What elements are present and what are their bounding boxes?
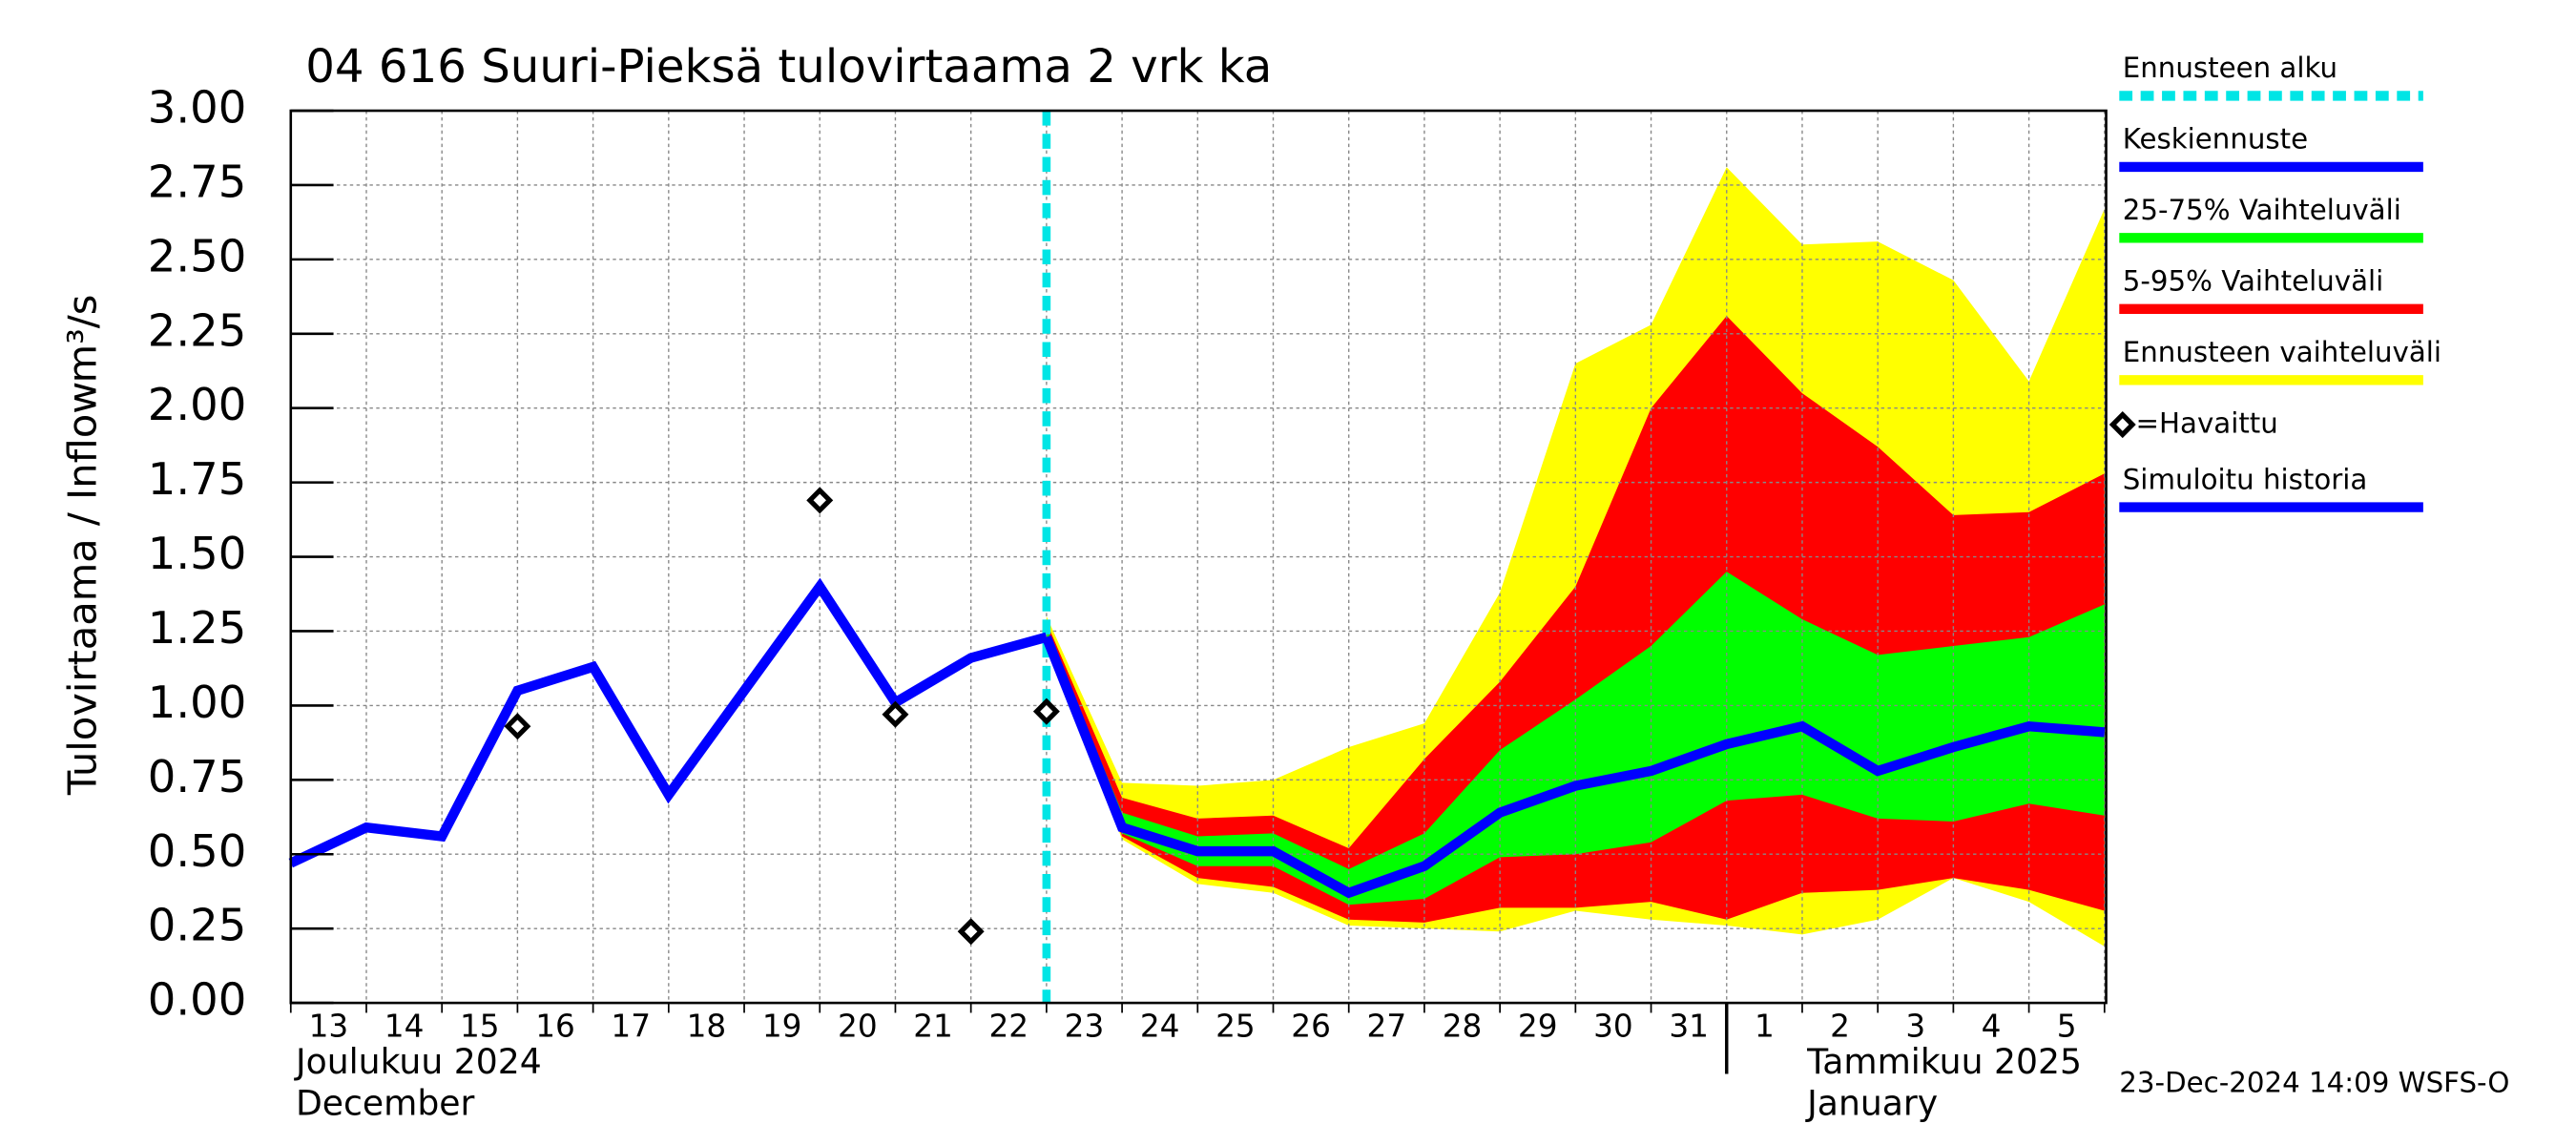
month-label: Tammikuu 2025 xyxy=(1806,1041,2082,1082)
line xyxy=(288,577,1049,868)
legend-label: Keskiennuste xyxy=(2123,123,2308,156)
observed-point xyxy=(882,700,909,728)
x-tick-label: 31 xyxy=(1669,1008,1709,1044)
x-tick-label: 24 xyxy=(1140,1008,1180,1044)
x-tick-label: 23 xyxy=(1065,1008,1105,1044)
x-tick-label: 13 xyxy=(309,1008,349,1044)
x-tick-label: 26 xyxy=(1291,1008,1331,1044)
y-tick-label: 3.00 xyxy=(148,81,246,133)
timestamp: 23-Dec-2024 14:09 WSFS-O xyxy=(2119,1066,2509,1098)
x-tick-label: 30 xyxy=(1593,1008,1633,1044)
chart-title: 04 616 Suuri-Pieksä tulovirtaama 2 vrk k… xyxy=(305,40,1272,94)
month-label: January xyxy=(1805,1082,1938,1123)
x-tick-label: 18 xyxy=(687,1008,727,1044)
x-tick-label: 29 xyxy=(1518,1008,1558,1044)
x-tick-label: 28 xyxy=(1443,1008,1483,1044)
observed-point xyxy=(806,487,834,514)
legend-marker xyxy=(2109,410,2136,439)
x-tick-label: 20 xyxy=(838,1008,878,1044)
x-tick-label: 14 xyxy=(384,1008,425,1044)
band xyxy=(1046,572,2105,906)
x-tick-label: 2 xyxy=(1830,1008,1850,1044)
y-tick-label: 2.00 xyxy=(148,379,246,430)
x-tick-label: 15 xyxy=(460,1008,500,1044)
y-tick-label: 0.50 xyxy=(148,825,246,877)
legend-label: 25-75% Vaihteluväli xyxy=(2123,194,2401,226)
y-tick-label: 2.75 xyxy=(148,156,246,207)
x-tick-label: 22 xyxy=(988,1008,1028,1044)
month-label: December xyxy=(296,1082,475,1123)
x-tick-label: 5 xyxy=(2057,1008,2077,1044)
y-tick-label: 0.25 xyxy=(148,900,246,951)
x-tick-label: 4 xyxy=(1982,1008,2002,1044)
y-tick-label: 2.50 xyxy=(148,230,246,281)
y-tick-label: 0.00 xyxy=(148,973,246,1025)
month-label: Joulukuu 2024 xyxy=(294,1041,542,1082)
observed-point xyxy=(957,918,985,946)
observed-point xyxy=(504,713,531,740)
observed-point xyxy=(1032,697,1060,725)
legend-label: =Havaittu xyxy=(2136,406,2278,439)
x-tick-label: 16 xyxy=(535,1008,575,1044)
y-tick-label: 1.25 xyxy=(148,602,246,654)
y-tick-label: 2.25 xyxy=(148,304,246,356)
x-tick-label: 1 xyxy=(1755,1008,1775,1044)
y-tick-label: 1.75 xyxy=(148,453,246,505)
legend-label: 5-95% Vaihteluväli xyxy=(2123,265,2384,298)
legend-label: Simuloitu historia xyxy=(2123,463,2368,495)
x-tick-label: 21 xyxy=(913,1008,953,1044)
y-tick-label: 1.00 xyxy=(148,677,246,728)
legend-label: Ennusteen alku xyxy=(2123,52,2337,84)
x-tick-label: 17 xyxy=(611,1008,651,1044)
x-tick-label: 19 xyxy=(762,1008,802,1044)
legend-label: Ennusteen vaihteluväli xyxy=(2123,336,2441,368)
x-tick-label: 25 xyxy=(1215,1008,1256,1044)
x-tick-label: 3 xyxy=(1905,1008,1925,1044)
y-tick-label: 1.50 xyxy=(148,528,246,579)
x-tick-label: 27 xyxy=(1367,1008,1407,1044)
y-tick-label: 0.75 xyxy=(148,751,246,802)
line xyxy=(1042,635,2106,899)
y-axis-label: Tulovirtaama / Inflow xyxy=(60,382,106,796)
y-axis-unit: m³/s xyxy=(60,295,106,384)
